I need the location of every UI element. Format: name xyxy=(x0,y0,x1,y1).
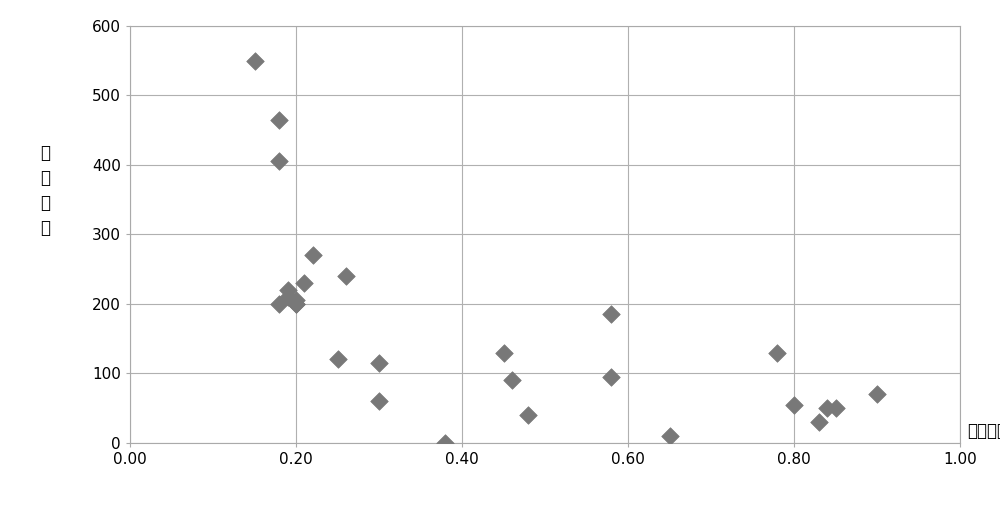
Point xyxy=(288,300,304,308)
Point xyxy=(371,397,387,405)
Text: 单
位
：
个: 单 位 ： 个 xyxy=(40,144,50,237)
Point xyxy=(603,373,619,381)
Point xyxy=(338,272,354,280)
Text: 非寄主比例: 非寄主比例 xyxy=(967,422,1000,440)
Point xyxy=(271,115,287,124)
Point xyxy=(603,310,619,318)
Point xyxy=(288,300,304,308)
Point xyxy=(271,300,287,308)
Point xyxy=(330,355,346,364)
Point xyxy=(769,348,785,356)
Point xyxy=(811,418,827,426)
Point xyxy=(280,293,296,301)
Point xyxy=(271,157,287,165)
Point xyxy=(296,279,312,287)
Point xyxy=(288,296,304,304)
Point xyxy=(786,401,802,409)
Point xyxy=(869,390,885,399)
Point xyxy=(305,251,321,260)
Point xyxy=(828,404,844,412)
Point xyxy=(496,348,512,356)
Point xyxy=(280,286,296,294)
Point xyxy=(819,404,835,412)
Point xyxy=(662,432,678,440)
Point xyxy=(520,411,536,419)
Point xyxy=(246,56,262,64)
Point xyxy=(504,376,520,384)
Point xyxy=(437,439,453,447)
Point xyxy=(371,359,387,367)
